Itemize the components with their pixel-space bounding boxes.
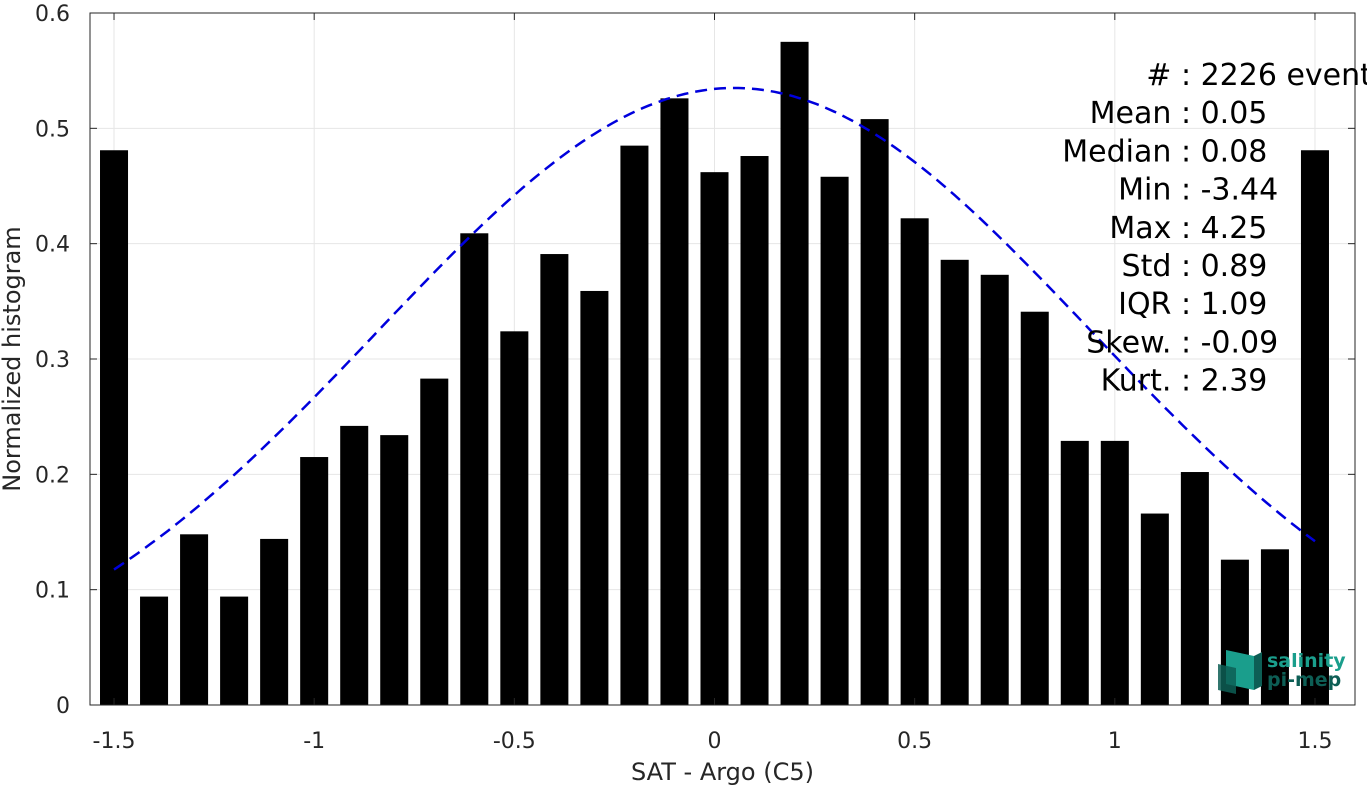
- histogram-bar: [1100, 440, 1129, 705]
- stat-value: 0.08: [1191, 134, 1267, 169]
- x-tick-label: 0: [707, 729, 721, 754]
- stat-value: 4.25: [1191, 211, 1267, 246]
- y-tick-label: 0.4: [35, 233, 70, 258]
- stat-value: -0.09: [1191, 325, 1278, 360]
- stat-colon: :: [1181, 173, 1191, 208]
- histogram-bar: [900, 218, 929, 705]
- stat-colon: :: [1181, 287, 1191, 322]
- stat-label: Max: [1109, 211, 1181, 246]
- histogram-bar: [380, 435, 409, 705]
- histogram-bar: [1060, 440, 1089, 705]
- histogram-bar: [820, 176, 849, 706]
- stat-label: #: [1146, 58, 1181, 93]
- histogram-bar: [460, 233, 489, 705]
- stat-label: Std: [1122, 249, 1181, 284]
- stat-row: IQR : 1.09: [1118, 287, 1267, 322]
- stat-row: Mean : 0.05: [1090, 96, 1268, 131]
- histogram-bar: [340, 425, 369, 705]
- x-tick-label: 1: [1108, 729, 1122, 754]
- stat-colon: :: [1181, 134, 1191, 169]
- gaussian-fit-line: [113, 86, 1316, 571]
- stat-colon: :: [1181, 58, 1191, 93]
- x-tick-label: -1: [303, 729, 325, 754]
- histogram-bar: [1180, 472, 1209, 705]
- stat-row: Std : 0.89: [1122, 249, 1268, 284]
- x-tick-label: 0.5: [897, 729, 932, 754]
- stat-colon: :: [1181, 249, 1191, 284]
- stat-row: Min : -3.44: [1118, 173, 1278, 208]
- stat-colon: :: [1181, 325, 1191, 360]
- x-tick-label: 1.5: [1297, 729, 1332, 754]
- histogram-bar: [1140, 513, 1169, 705]
- histogram-bar: [780, 41, 809, 706]
- stat-value: 2.39: [1191, 364, 1267, 399]
- stat-value: 2226 events: [1191, 58, 1367, 93]
- histogram-bar: [1020, 311, 1049, 705]
- stat-label: Kurt.: [1101, 364, 1181, 399]
- x-axis-label: SAT - Argo (C5): [631, 758, 814, 786]
- histogram-bar: [940, 259, 969, 705]
- cube-icon: [1218, 650, 1262, 694]
- histogram-bar: [220, 596, 249, 705]
- histogram-bar: [180, 534, 209, 705]
- histogram-bar: [700, 172, 729, 705]
- histogram-bar: [500, 331, 529, 705]
- histogram-bars: [100, 41, 1329, 706]
- histogram-bar: [1300, 150, 1329, 705]
- histogram-bar: [620, 145, 649, 706]
- histogram-bar: [580, 290, 609, 705]
- stat-value: 1.09: [1191, 287, 1267, 322]
- y-tick-label: 0.5: [35, 117, 70, 142]
- y-axis-ticks: 0 0.1 0.2 0.3 0.4 0.5 0.6: [35, 2, 1355, 719]
- gaussian-fit: [113, 86, 1316, 571]
- y-tick-label: 0.6: [35, 2, 70, 27]
- salinity-pi-mep-logo: salinity pi-mep: [1218, 650, 1346, 694]
- stat-label: Min: [1118, 173, 1181, 208]
- histogram-bar: [540, 254, 569, 705]
- y-tick-label: 0.2: [35, 463, 70, 488]
- y-tick-label: 0.1: [35, 579, 70, 604]
- stat-row: Median : 0.08: [1062, 134, 1267, 169]
- stat-label: Median: [1062, 134, 1181, 169]
- stat-row: Max : 4.25: [1109, 211, 1267, 246]
- histogram-bar: [660, 98, 689, 705]
- stat-colon: :: [1181, 211, 1191, 246]
- stat-label: IQR: [1118, 287, 1181, 322]
- histogram-bar: [980, 274, 1009, 705]
- logo-text-salinity: salinity: [1267, 650, 1346, 672]
- stat-value: 0.89: [1191, 249, 1267, 284]
- stat-label: Mean: [1090, 96, 1181, 131]
- histogram-bar: [300, 457, 329, 705]
- x-tick-label: -0.5: [493, 729, 536, 754]
- y-tick-label: 0.3: [35, 348, 70, 373]
- stat-row: # : 2226 events: [1146, 58, 1367, 93]
- histogram-bar: [100, 150, 129, 705]
- histogram-bar: [740, 156, 769, 706]
- x-axis-ticks: -1.5 -1 -0.5 0 0.5 1 1.5: [93, 13, 1332, 754]
- histogram-bar: [860, 119, 889, 705]
- y-tick-label: 0: [56, 694, 70, 719]
- logo-text-pi-mep: pi-mep: [1267, 669, 1341, 691]
- stat-row: Kurt. : 2.39: [1101, 364, 1268, 399]
- stat-row: Skew. : -0.09: [1086, 325, 1278, 360]
- x-tick-label: -1.5: [93, 729, 136, 754]
- histogram-bar: [1260, 549, 1289, 705]
- stat-colon: :: [1181, 364, 1191, 399]
- stat-value: 0.05: [1191, 96, 1267, 131]
- histogram-bar: [260, 538, 289, 705]
- histogram-bar: [140, 596, 169, 705]
- stat-value: -3.44: [1191, 173, 1278, 208]
- stat-colon: :: [1181, 96, 1191, 131]
- histogram-bar: [420, 378, 449, 705]
- stat-label: Skew.: [1086, 325, 1181, 360]
- y-axis-label: Normalized histogram: [0, 226, 26, 491]
